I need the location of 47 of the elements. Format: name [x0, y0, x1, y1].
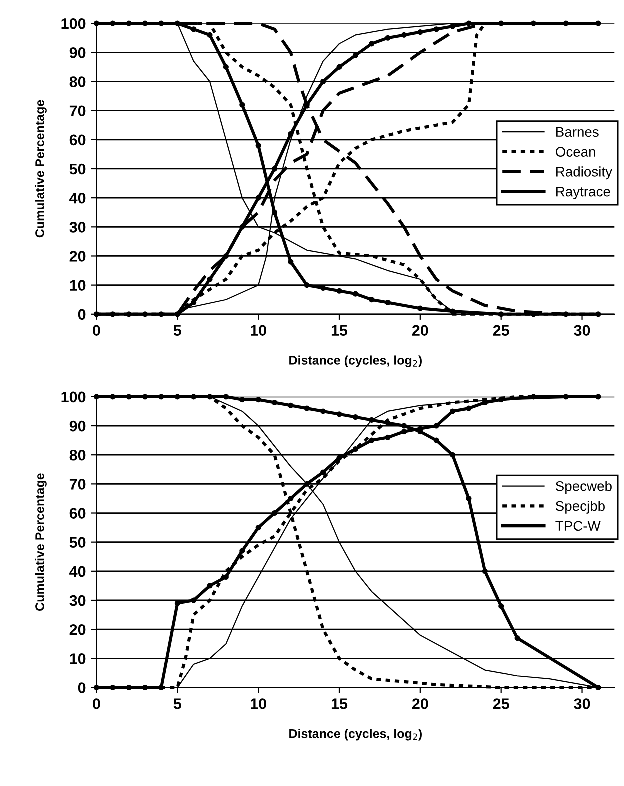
x-tick-label: 15	[332, 698, 348, 710]
x-axis-title: Distance (cycles, log$_{2}$)	[290, 356, 422, 368]
x-tick-label: 10	[251, 698, 266, 710]
y-tick-label: 0	[78, 309, 86, 320]
x-tick-label: 30	[574, 325, 590, 336]
x-tick-label: 10	[251, 325, 266, 336]
y-tick-label: 70	[70, 106, 86, 117]
y-tick-label: 80	[70, 76, 86, 88]
x-tick-label: 25	[493, 325, 510, 336]
y-axis-title: Cumulative Percentage	[35, 100, 47, 238]
legend-label: Specjbb	[556, 500, 605, 514]
x-axis-title: Distance (cycles, log$_{2}$)	[290, 729, 422, 741]
y-tick-label: 10	[70, 280, 86, 292]
y-tick-label: 100	[62, 18, 86, 30]
y-tick-label: 20	[70, 624, 86, 636]
legend-label: Ocean	[556, 147, 596, 157]
y-tick-label: 50	[70, 164, 86, 175]
x-tick-label: 30	[574, 698, 590, 710]
y-axis-title: Cumulative Percentage	[35, 474, 47, 611]
x-tick-label: 5	[174, 698, 182, 710]
y-tick-label: 40	[70, 566, 86, 578]
legend-label: Specweb	[556, 481, 612, 494]
y-tick-label: 90	[70, 420, 86, 432]
y-tick-label: 0	[78, 682, 86, 694]
y-tick-label: 60	[70, 134, 86, 146]
x-tick-label: 25	[493, 698, 510, 710]
y-tick-label: 90	[70, 48, 86, 58]
y-tick-label: 30	[70, 595, 86, 606]
x-tick-label: 15	[332, 325, 348, 336]
y-tick-label: 30	[70, 222, 86, 233]
y-tick-label: 100	[62, 392, 86, 403]
legend-label: Barnes	[556, 127, 599, 138]
legend-label: TPC-W	[556, 521, 601, 532]
x-tick-label: 20	[412, 325, 428, 336]
x-tick-label: 0	[93, 325, 100, 336]
y-tick-label: 50	[70, 537, 86, 548]
y-tick-label: 70	[70, 479, 86, 490]
y-tick-label: 10	[70, 654, 86, 664]
x-tick-label: 5	[174, 325, 182, 336]
legend-label: Radiosity	[556, 166, 612, 180]
x-tick-label: 20	[412, 698, 428, 710]
legend-label: Raytrace	[556, 187, 610, 200]
y-tick-label: 20	[70, 251, 86, 262]
y-tick-label: 60	[70, 508, 86, 519]
x-tick-label: 0	[93, 698, 100, 710]
y-tick-label: 40	[70, 192, 86, 204]
y-tick-label: 80	[70, 450, 86, 461]
